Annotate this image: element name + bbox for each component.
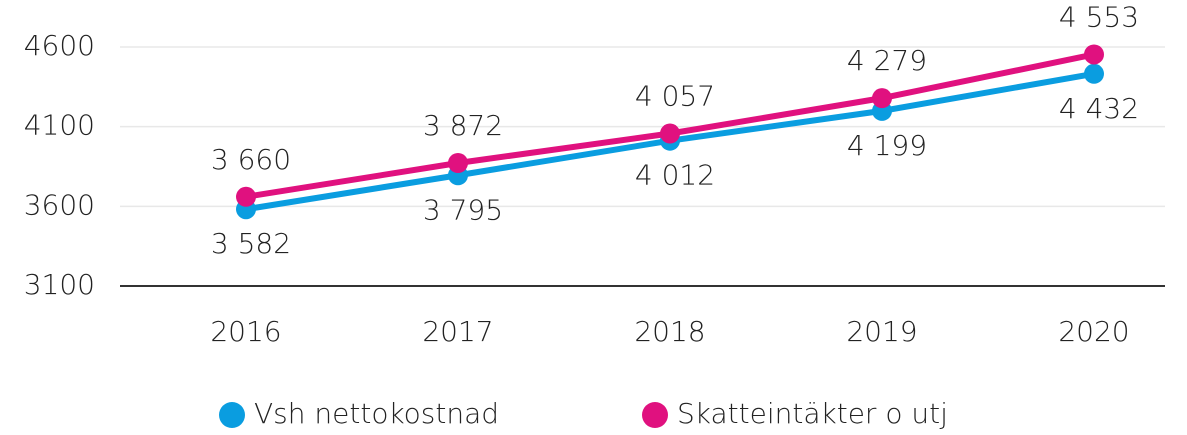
data-point xyxy=(872,88,892,109)
legend-label: Skatteintäkter o utj xyxy=(677,397,948,430)
data-label: 3 582 xyxy=(211,227,291,260)
legend-swatch xyxy=(642,402,668,428)
y-tick-label: 4100 xyxy=(24,109,95,142)
data-label: 4 199 xyxy=(847,129,927,162)
data-label: 4 279 xyxy=(847,44,927,77)
data-point xyxy=(1084,63,1104,84)
data-label: 3 795 xyxy=(423,193,503,226)
data-label: 3 660 xyxy=(211,143,291,176)
data-label: 3 872 xyxy=(423,109,503,142)
data-point xyxy=(1084,44,1104,65)
x-tick-label: 2019 xyxy=(846,315,917,348)
x-tick-label: 2016 xyxy=(210,315,281,348)
y-tick-label: 3600 xyxy=(24,188,95,221)
legend-swatch xyxy=(219,402,245,428)
data-label: 4 432 xyxy=(1059,92,1139,125)
data-point xyxy=(660,123,680,144)
data-point xyxy=(448,152,468,173)
data-point xyxy=(236,186,256,207)
x-tick-label: 2018 xyxy=(634,315,705,348)
x-tick-label: 2017 xyxy=(422,315,493,348)
y-tick-label: 4600 xyxy=(24,29,95,62)
data-label: 4 012 xyxy=(635,159,715,192)
data-label: 4 553 xyxy=(1059,0,1139,33)
data-label: 4 057 xyxy=(635,80,715,113)
y-tick-label: 3100 xyxy=(24,268,95,301)
legend-label: Vsh nettokostnad xyxy=(254,397,499,430)
x-tick-label: 2020 xyxy=(1058,315,1129,348)
